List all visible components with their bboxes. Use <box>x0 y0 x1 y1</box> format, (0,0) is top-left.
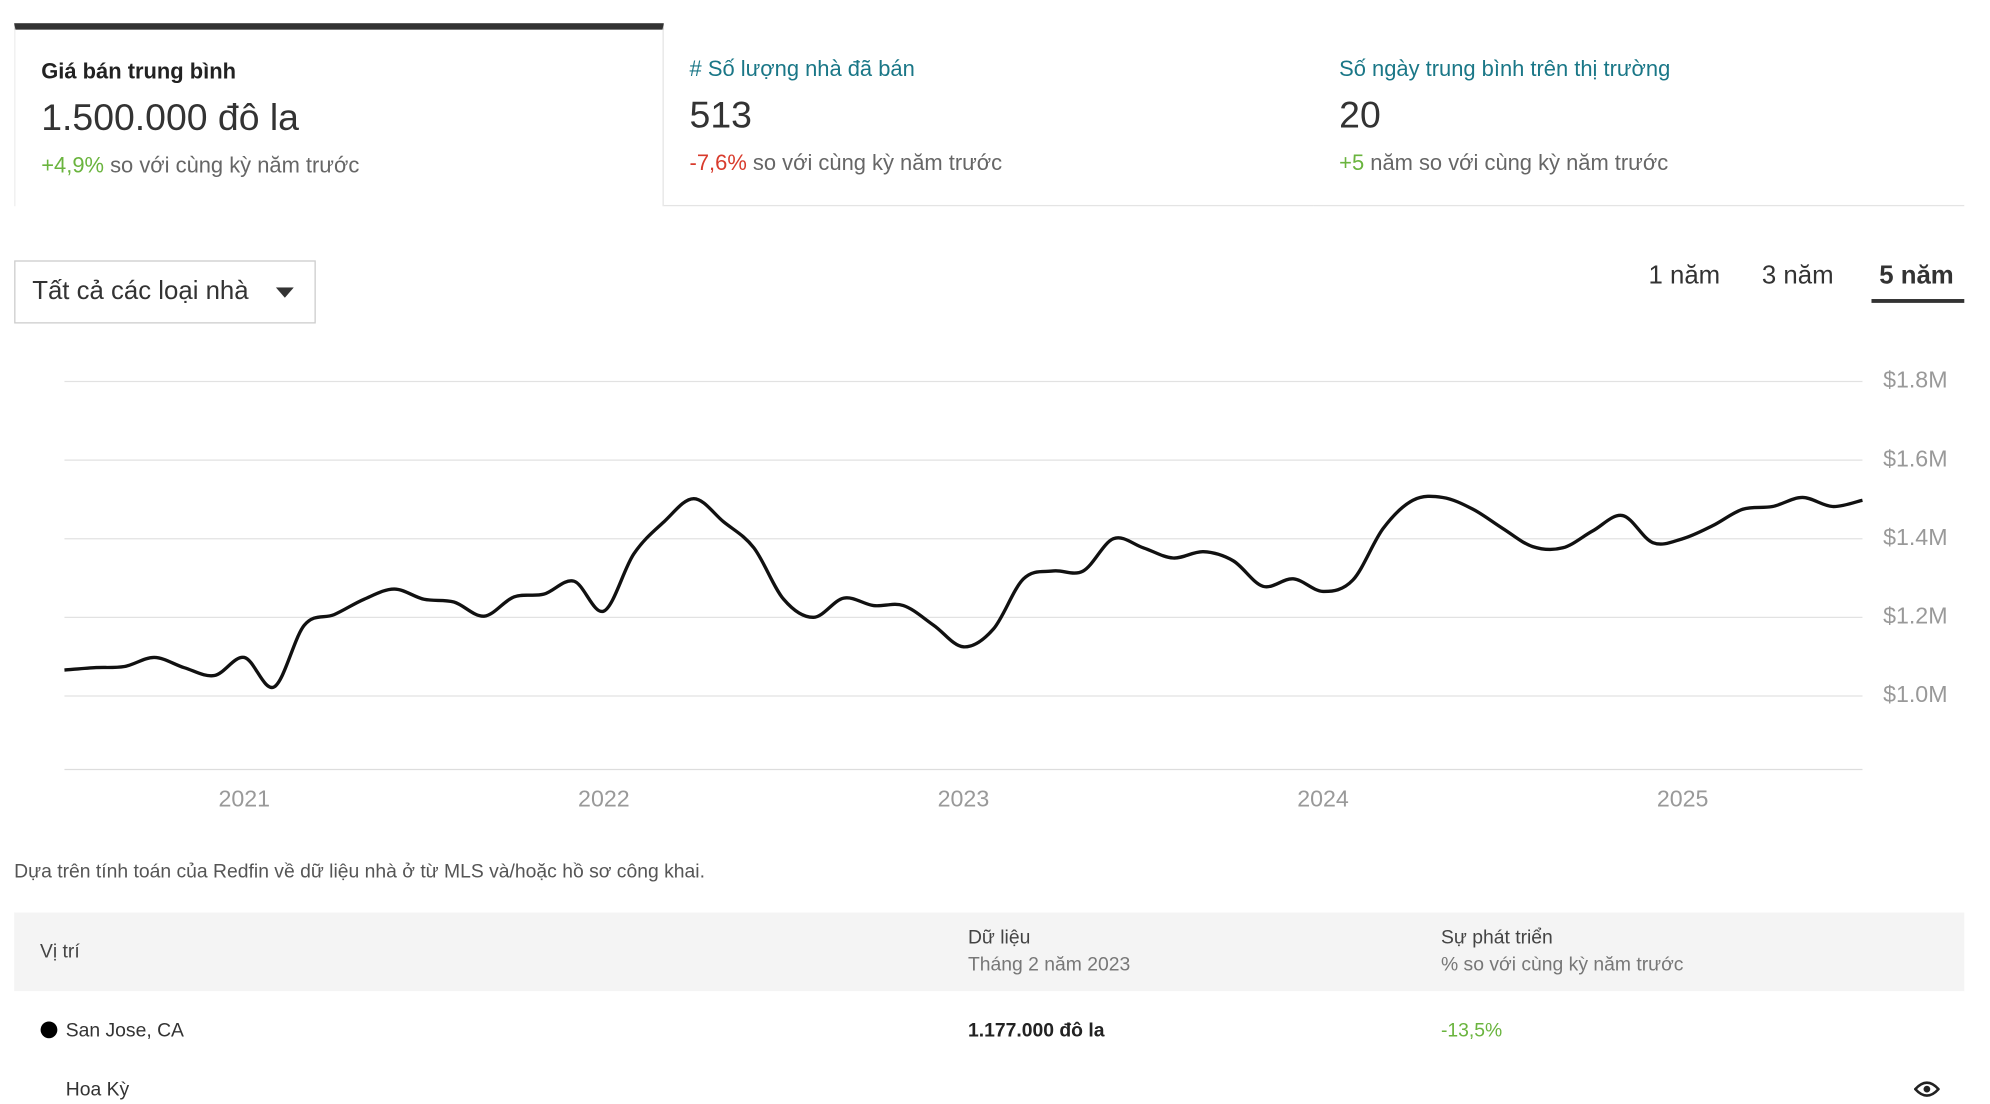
x-tick-label: 2021 <box>218 786 270 812</box>
stat-change-row: +5 năm so với cùng kỳ năm trước <box>1339 151 1938 177</box>
stat-label: Số ngày trung bình trên thị trường <box>1339 56 1671 82</box>
header-data-title: Dữ liệu <box>967 926 1031 949</box>
price-line <box>64 494 1863 689</box>
stat-change-text: năm so với cùng kỳ năm trước <box>1370 150 1669 176</box>
stat-value: 20 <box>1339 95 1381 137</box>
header-location: Vị trí <box>39 940 80 963</box>
y-tick-label: $1.2M <box>1883 602 1947 628</box>
stat-label: Giá bán trung bình <box>41 59 237 84</box>
x-tick-label: 2024 <box>1297 786 1349 812</box>
stat-change-text: so với cùng kỳ năm trước <box>752 150 1003 176</box>
y-tick-label: $1.6M <box>1883 445 1947 471</box>
y-tick-label: $1.8M <box>1883 367 1947 393</box>
x-tick-label: 2023 <box>938 786 990 812</box>
dropdown-label: Tất cả các loại nhà <box>32 277 249 306</box>
series-dot <box>40 1021 58 1039</box>
range-button[interactable]: 5 năm <box>1871 262 1965 303</box>
range-button[interactable]: 1 năm <box>1648 261 1721 291</box>
stat-value: 513 <box>689 95 752 137</box>
row-growth: -13,5% <box>1440 1019 1503 1042</box>
y-tick-label: $1.0M <box>1883 681 1947 707</box>
stat-change: +4,9% <box>41 153 104 178</box>
stat-tab[interactable]: Giá bán trung bình 1.500.000 đô la +4,9%… <box>14 23 664 207</box>
header-data-sub: Tháng 2 năm 2023 <box>967 953 1131 976</box>
x-tick-label: 2022 <box>578 786 630 812</box>
row-data: 1.177.000 đô la <box>967 1019 1105 1042</box>
range-button[interactable]: 3 năm <box>1761 261 1834 291</box>
home-type-dropdown[interactable]: Tất cả các loại nhà <box>14 260 316 324</box>
stat-change-row: +4,9% so với cùng kỳ năm trước <box>41 153 636 179</box>
stat-tab[interactable]: Số ngày trung bình trên thị trường 20 +5… <box>1313 23 1965 207</box>
source-note: Dựa trên tính toán của Redfin về dữ liệu… <box>14 860 705 883</box>
visibility-toggle[interactable] <box>1914 1080 1940 1098</box>
row-location: Hoa Kỳ <box>65 1078 130 1101</box>
stat-change: +5 <box>1339 150 1365 176</box>
header-growth: Sự phát triển % so với cùng kỳ năm trước <box>1441 927 1683 976</box>
row-location: San Jose, CA <box>65 1019 184 1042</box>
x-tick-label: 2025 <box>1657 786 1709 812</box>
y-tick-label: $1.4M <box>1883 524 1947 550</box>
header-data: Dữ liệu Tháng 2 năm 2023 <box>968 927 1130 976</box>
stat-change-row: -7,6% so với cùng kỳ năm trước <box>690 151 1288 177</box>
stat-change: -7,6% <box>689 150 747 176</box>
stat-tab[interactable]: # Số lượng nhà đã bán 513 -7,6% so với c… <box>663 23 1314 207</box>
stat-value: 1.500.000 đô la <box>41 97 299 140</box>
dropdown-caret <box>275 287 294 298</box>
stat-label: # Số lượng nhà đã bán <box>689 56 915 82</box>
header-growth-sub: % so với cùng kỳ năm trước <box>1440 953 1684 976</box>
stat-change-text: so với cùng kỳ năm trước <box>110 153 360 178</box>
table-header: Vị trí Dữ liệu Tháng 2 năm 2023 Sự phát t… <box>14 912 1965 992</box>
header-growth-title: Sự phát triển <box>1440 926 1553 949</box>
